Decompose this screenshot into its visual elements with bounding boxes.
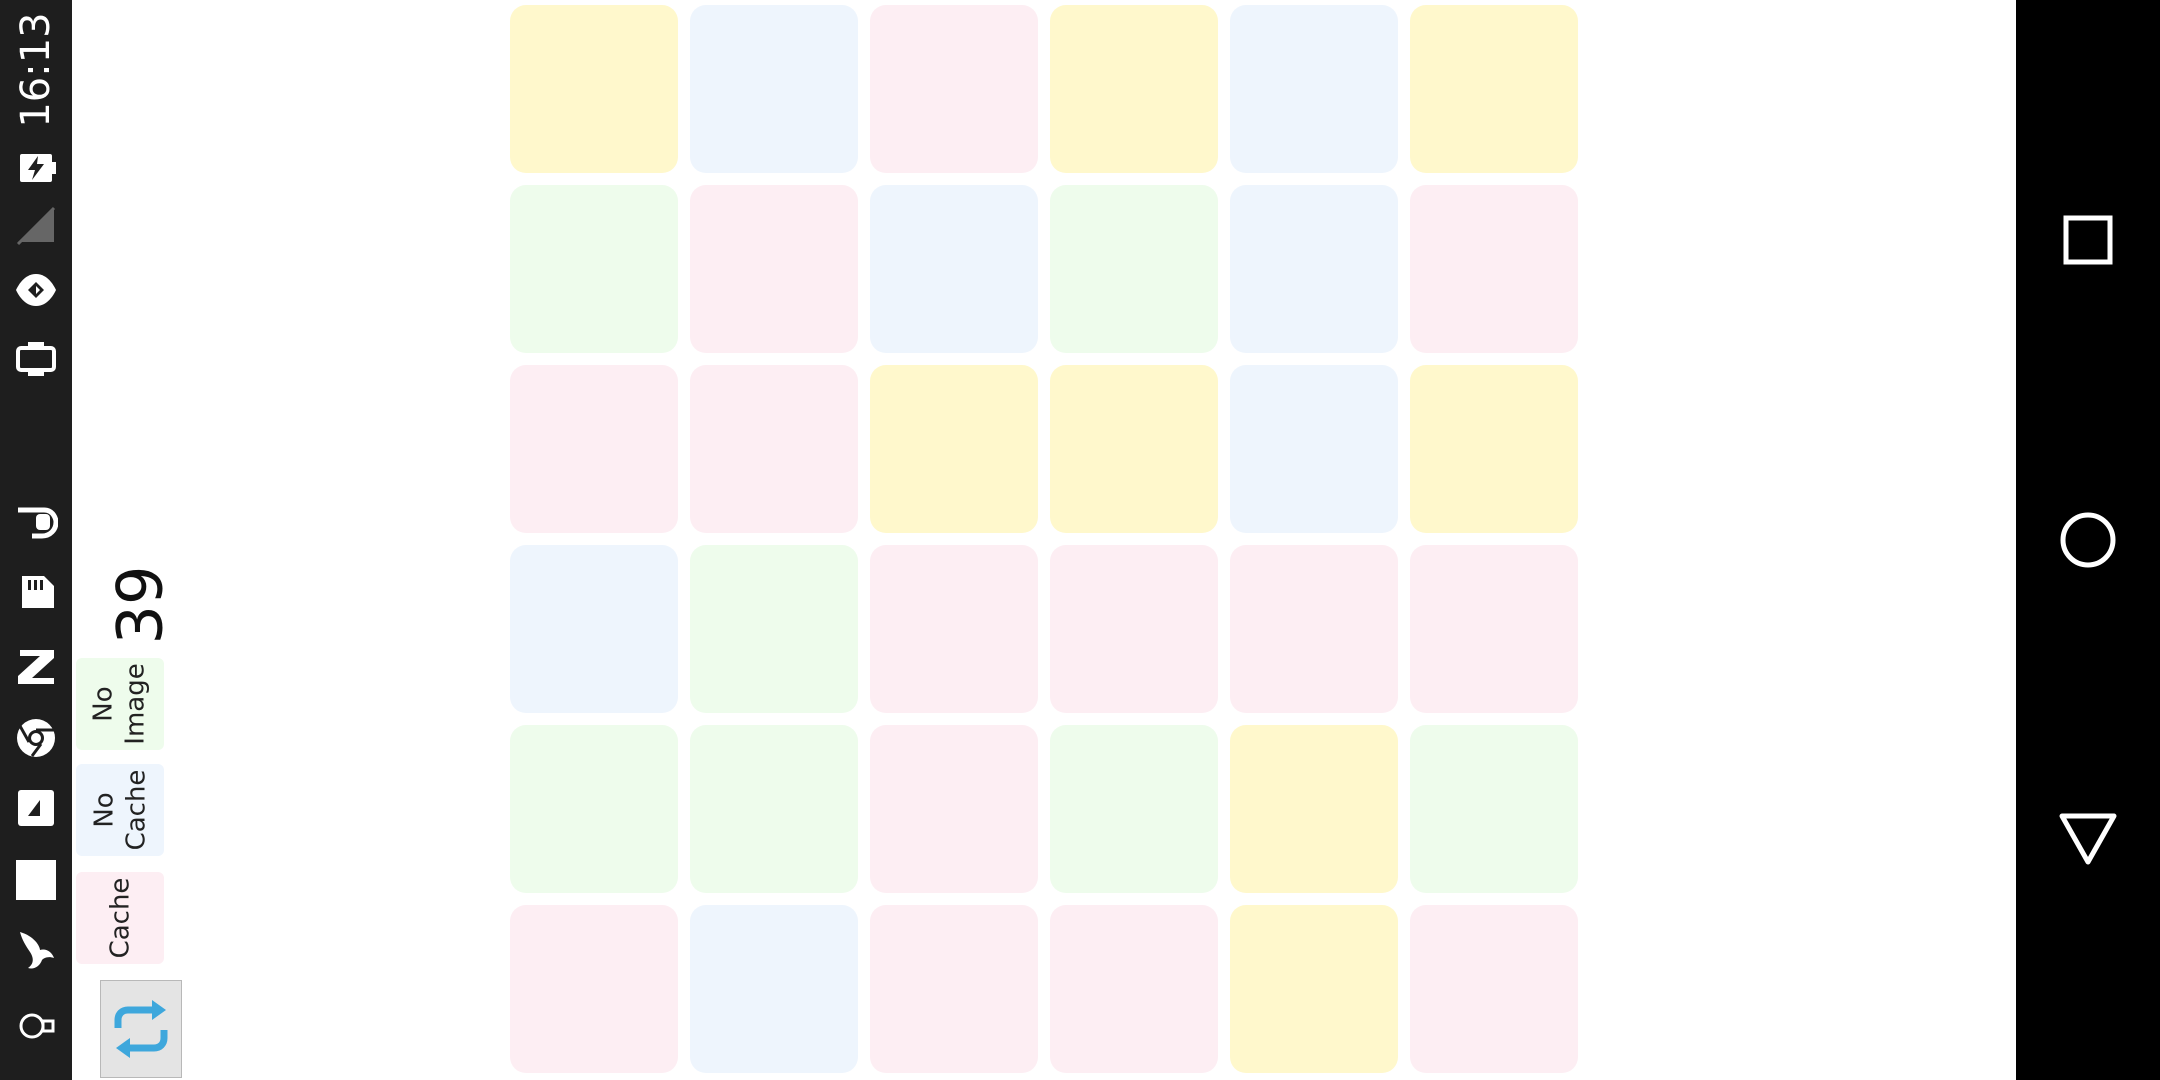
grid-tile[interactable]: [1230, 905, 1398, 1073]
cache-button[interactable]: Cache: [76, 872, 164, 964]
grid-tile[interactable]: [870, 365, 1038, 533]
clock: 16:13: [13, 12, 59, 128]
bird-icon: [14, 928, 58, 972]
battery-charging-icon: [14, 146, 58, 190]
grid-tile[interactable]: [1230, 5, 1398, 173]
grid-tile[interactable]: [690, 185, 858, 353]
grid-tile[interactable]: [1050, 905, 1218, 1073]
refresh-button[interactable]: [100, 980, 182, 1078]
bulb-icon: [14, 1004, 58, 1048]
chrome-icon: [14, 716, 58, 760]
home-button[interactable]: [2058, 510, 2118, 570]
grid-tile[interactable]: [510, 365, 678, 533]
grid-tile[interactable]: [510, 905, 678, 1073]
grid-tile[interactable]: [870, 185, 1038, 353]
grid-tile[interactable]: [1050, 545, 1218, 713]
home-icon: [2060, 512, 2116, 568]
status-bar: 16:13: [0, 0, 72, 1080]
grid-tile[interactable]: [1050, 5, 1218, 173]
grid-tile[interactable]: [1230, 365, 1398, 533]
zeta-icon: [14, 644, 58, 688]
shield-icon: [14, 500, 59, 544]
grid-tile[interactable]: [1410, 365, 1578, 533]
grid-tile[interactable]: [690, 545, 858, 713]
grid-tile[interactable]: [1050, 185, 1218, 353]
no-sim-icon: [14, 204, 58, 248]
no-image-button[interactable]: No Image: [76, 658, 164, 750]
data-saver-icon: [14, 268, 58, 312]
navigation-bar: [2016, 0, 2160, 1080]
grid-tile[interactable]: [1410, 905, 1578, 1073]
sd-card-icon: [14, 570, 58, 614]
grid-tile[interactable]: [870, 5, 1038, 173]
grid-tile[interactable]: [510, 185, 678, 353]
grid-tile[interactable]: [1230, 185, 1398, 353]
grid-tile[interactable]: [870, 725, 1038, 893]
photo-icon: [14, 786, 58, 830]
square-app-icon: [14, 858, 58, 902]
grid-tile[interactable]: [690, 905, 858, 1073]
grid-tile[interactable]: [1410, 725, 1578, 893]
no-image-label: No Image: [89, 663, 151, 745]
counter-value: 39: [103, 565, 177, 645]
grid-tile[interactable]: [510, 545, 678, 713]
back-icon: [2059, 813, 2117, 865]
cache-label: Cache: [104, 877, 135, 959]
grid-tile[interactable]: [1410, 5, 1578, 173]
grid-tile[interactable]: [870, 905, 1038, 1073]
grid-tile[interactable]: [1050, 365, 1218, 533]
recent-apps-button[interactable]: [2058, 210, 2118, 270]
grid-tile[interactable]: [870, 545, 1038, 713]
grid-tile[interactable]: [510, 725, 678, 893]
grid-tile[interactable]: [690, 365, 858, 533]
grid-tile[interactable]: [690, 5, 858, 173]
recent-apps-icon: [2063, 215, 2113, 265]
grid-tile[interactable]: [510, 5, 678, 173]
no-cache-label: No Cache: [88, 769, 151, 851]
grid-tile[interactable]: [1230, 545, 1398, 713]
cast-icon: [14, 338, 58, 382]
grid-tile[interactable]: [1410, 545, 1578, 713]
grid-tile[interactable]: [690, 725, 858, 893]
grid-tile[interactable]: [1410, 185, 1578, 353]
grid-tile[interactable]: [1050, 725, 1218, 893]
refresh-icon: [114, 1000, 168, 1058]
back-button[interactable]: [2058, 808, 2118, 868]
no-cache-button[interactable]: No Cache: [76, 764, 164, 856]
tile-grid: [510, 5, 1578, 1073]
grid-tile[interactable]: [1230, 725, 1398, 893]
